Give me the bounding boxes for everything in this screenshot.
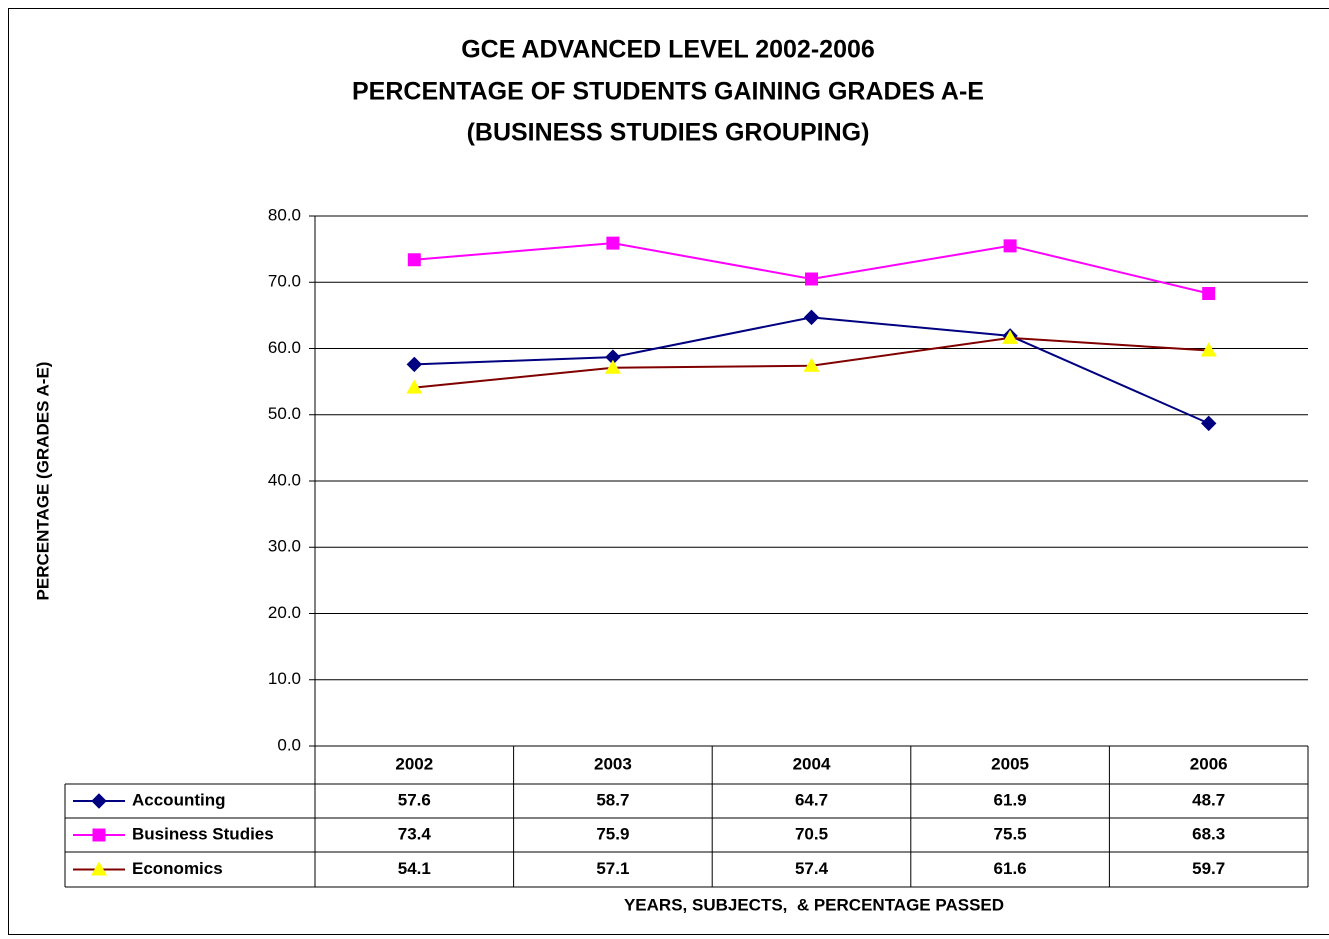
- point-marker: [803, 309, 820, 326]
- table-value: 61.6: [994, 859, 1027, 878]
- y-tick-label: 30.0: [268, 537, 301, 556]
- point-marker: [1003, 239, 1017, 253]
- chart-title: GCE ADVANCED LEVEL 2002-2006: [461, 36, 875, 64]
- point-marker: [406, 379, 423, 394]
- legend-label: Business Studies: [132, 824, 274, 843]
- x-tick-label: 2003: [594, 754, 632, 773]
- point-marker: [1200, 415, 1217, 432]
- x-tick-label: 2005: [991, 754, 1029, 773]
- legend-label: Economics: [132, 859, 223, 878]
- y-tick-label: 40.0: [268, 470, 301, 489]
- legend-marker: [91, 861, 107, 876]
- x-axis-label: YEARS, SUBJECTS, & PERCENTAGE PASSED: [624, 895, 1004, 914]
- x-tick-label: 2006: [1190, 754, 1228, 773]
- point-marker: [1200, 342, 1217, 357]
- y-tick-label: 10.0: [268, 669, 301, 688]
- point-marker: [1002, 329, 1019, 344]
- table-value: 57.6: [398, 790, 431, 809]
- chart-title: (BUSINESS STUDIES GROUPING): [467, 119, 870, 147]
- table-value: 68.3: [1192, 824, 1225, 843]
- point-marker: [805, 272, 818, 286]
- point-marker: [606, 236, 620, 250]
- y-tick-label: 60.0: [268, 338, 301, 357]
- chart-title: PERCENTAGE OF STUDENTS GAINING GRADES A-…: [352, 78, 984, 106]
- x-tick-label: 2002: [395, 754, 433, 773]
- x-tick-label: 2004: [793, 754, 831, 773]
- table-value: 75.5: [994, 824, 1027, 843]
- y-tick-label: 20.0: [268, 603, 301, 622]
- table-value: 75.9: [596, 824, 629, 843]
- y-tick-label: 70.0: [268, 272, 301, 291]
- point-marker: [604, 359, 621, 374]
- table-value: 59.7: [1192, 859, 1225, 878]
- y-tick-label: 0.0: [277, 735, 301, 754]
- point-marker: [1202, 287, 1216, 301]
- legend-marker: [91, 793, 107, 809]
- y-tick-label: 80.0: [268, 205, 301, 224]
- y-tick-label: 50.0: [268, 404, 301, 423]
- table-value: 64.7: [795, 790, 828, 809]
- point-marker: [407, 253, 421, 267]
- table-value: 48.7: [1192, 790, 1225, 809]
- table-value: 61.9: [994, 790, 1027, 809]
- legend-marker: [92, 828, 106, 842]
- table-value: 57.4: [795, 859, 829, 878]
- table-value: 70.5: [795, 824, 828, 843]
- legend-label: Accounting: [132, 790, 226, 809]
- point-marker: [803, 357, 820, 372]
- table-value: 58.7: [596, 790, 629, 809]
- table-value: 73.4: [398, 824, 432, 843]
- y-axis-label: PERCENTAGE (GRADES A-E): [33, 362, 52, 601]
- table-value: 57.1: [596, 859, 629, 878]
- point-marker: [406, 356, 423, 373]
- table-value: 54.1: [398, 859, 431, 878]
